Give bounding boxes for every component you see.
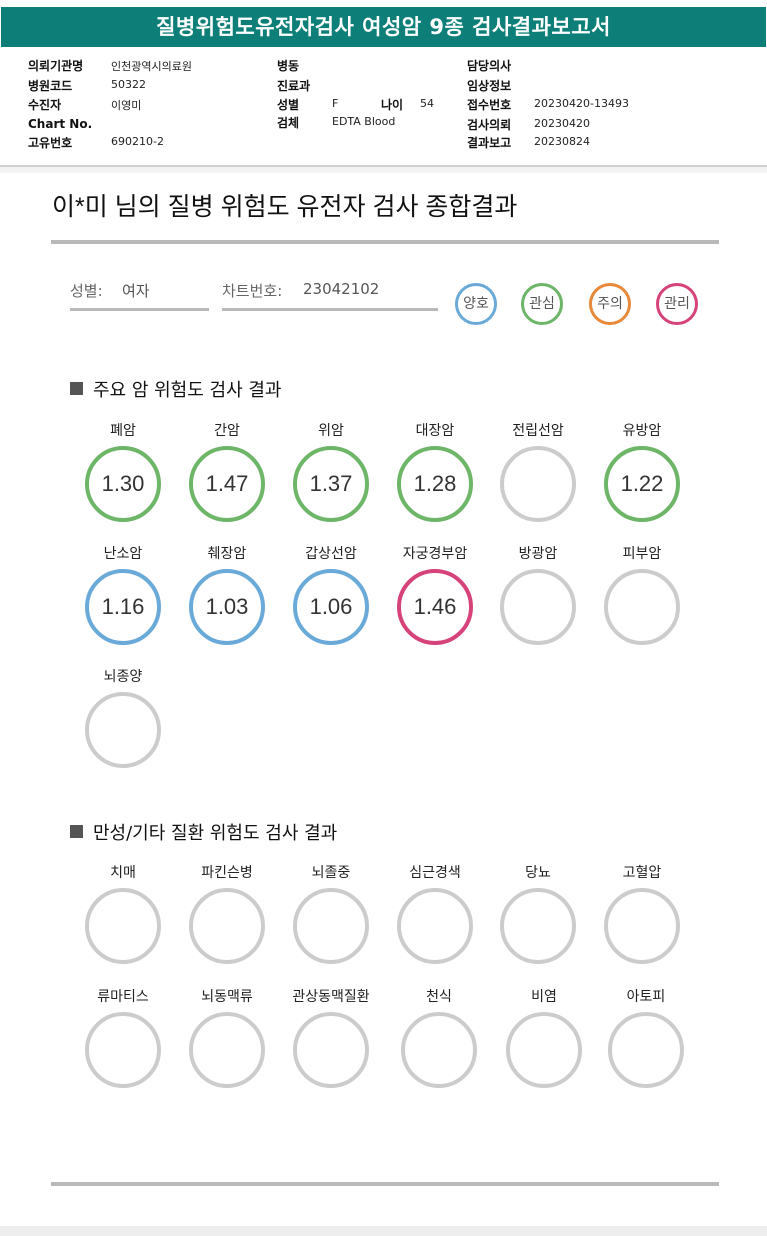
disease-label: 비염 [531,989,557,1005]
sex-field: 성별: 여자 [70,280,209,311]
bottom-strip [0,1226,767,1236]
bottom-divider [51,1182,719,1186]
disease-label: 췌장암 [207,546,247,562]
chart-number-field: 차트번호: 23042102 [222,280,438,311]
risk-score-circle: 1.06 [293,569,369,645]
risk-score-circle [604,569,680,645]
department-label: 진료과 [277,79,311,93]
chronic-section-title-text: 만성/기타 질환 위험도 검사 결과 [93,823,338,844]
ward-label: 병동 [277,59,300,73]
chart-number-value: 23042102 [303,280,380,298]
legend-item: 관리 [656,283,698,325]
risk-score-circle: 1.47 [189,446,265,522]
risk-score-circle [506,1012,582,1088]
bullet-square-icon [70,825,83,838]
disease-label: 뇌동맥류 [201,989,253,1005]
risk-score-circle [397,888,473,964]
disease-label: 자궁경부암 [402,546,468,562]
chart-no-label: Chart No. [28,117,93,131]
disease-label: 난소암 [103,546,143,562]
disease-label: 전립선암 [512,423,564,439]
risk-score-circle [500,569,576,645]
specimen-label: 검체 [277,116,300,130]
risk-score-circle [85,888,161,964]
legend-item: 양호 [455,283,497,325]
request-label: 검사의뢰 [467,118,512,132]
cancer-section-title-text: 주요 암 위험도 검사 결과 [93,380,282,401]
risk-score-circle [293,1012,369,1088]
cancer-section-title: 주요 암 위험도 검사 결과 [70,376,282,402]
bullet-square-icon [70,382,83,395]
disease-label: 아토피 [626,989,666,1005]
disease-label: 피부암 [622,546,662,562]
risk-score-circle: 1.03 [189,569,265,645]
disease-label: 대장암 [415,423,455,439]
risk-score-circle [604,888,680,964]
disease-label: 관상동맥질환 [292,989,370,1005]
risk-score-circle [293,888,369,964]
disease-label: 고혈압 [622,865,662,881]
disease-label: 류마티스 [97,989,149,1005]
risk-score-circle: 1.30 [85,446,161,522]
legend-item: 주의 [589,283,631,325]
report-date-label: 결과보고 [467,136,512,150]
receipt-label: 접수번호 [467,98,512,112]
title-divider [51,240,719,244]
patient-label: 수진자 [28,98,62,112]
clinical-label: 임상정보 [467,79,512,93]
report-title: 이*미 님의 질병 위험도 유전자 검사 종합결과 [52,193,518,221]
disease-label: 위암 [318,423,344,439]
risk-score-circle [189,1012,265,1088]
risk-score-circle [85,692,161,768]
risk-score-circle [500,888,576,964]
report-header: 질병위험도유전자검사 여성암 9종 검사결과보고서 [1,7,766,47]
institution-label: 의뢰기관명 [28,59,84,73]
sex-field-label: 성별: [70,282,103,300]
hospital-code-value: 50322 [111,78,146,91]
legend-item: 관심 [521,283,563,325]
info-divider [0,165,767,167]
risk-score-circle [500,446,576,522]
disease-label: 뇌종양 [103,669,143,685]
risk-score-circle [85,1012,161,1088]
chart-number-label: 차트번호: [222,282,283,300]
sex-field-value: 여자 [122,282,150,300]
hospital-code-label: 병원코드 [28,79,73,93]
doctor-label: 담당의사 [467,59,512,73]
unique-no-label: 고유번호 [28,136,73,150]
disease-label: 파킨슨병 [201,865,253,881]
disease-label: 유방암 [622,423,662,439]
risk-score-circle [608,1012,684,1088]
sex-value: F [332,97,339,110]
disease-label: 심근경색 [409,865,461,881]
disease-label: 방광암 [518,546,558,562]
institution-value: 인천광역시의료원 [111,60,192,73]
info-strip [0,167,767,173]
sex-label: 성별 [277,98,300,112]
risk-score-circle [401,1012,477,1088]
chronic-section-title: 만성/기타 질환 위험도 검사 결과 [70,819,337,845]
risk-score-circle: 1.37 [293,446,369,522]
receipt-value: 20230420-13493 [534,97,629,110]
disease-label: 천식 [426,989,452,1005]
risk-score-circle [189,888,265,964]
age-value: 54 [420,97,434,110]
unique-no-value: 690210-2 [111,135,164,148]
age-label: 나이 [381,98,404,112]
risk-score-circle: 1.28 [397,446,473,522]
risk-score-circle: 1.46 [397,569,473,645]
disease-label: 폐암 [110,423,136,439]
patient-value: 이영미 [111,99,142,112]
disease-label: 갑상선암 [305,546,357,562]
risk-score-circle: 1.16 [85,569,161,645]
disease-label: 간암 [214,423,240,439]
disease-label: 뇌졸중 [311,865,351,881]
request-value: 20230420 [534,117,590,130]
patient-info-table: 의뢰기관명 인천광역시의료원 병원코드 50322 수진자 이영미 Chart … [0,55,767,165]
disease-label: 당뇨 [525,865,551,881]
risk-score-circle: 1.22 [604,446,680,522]
specimen-value: EDTA Blood [332,115,396,128]
report-date-value: 20230824 [534,135,590,148]
disease-label: 치매 [110,865,136,881]
